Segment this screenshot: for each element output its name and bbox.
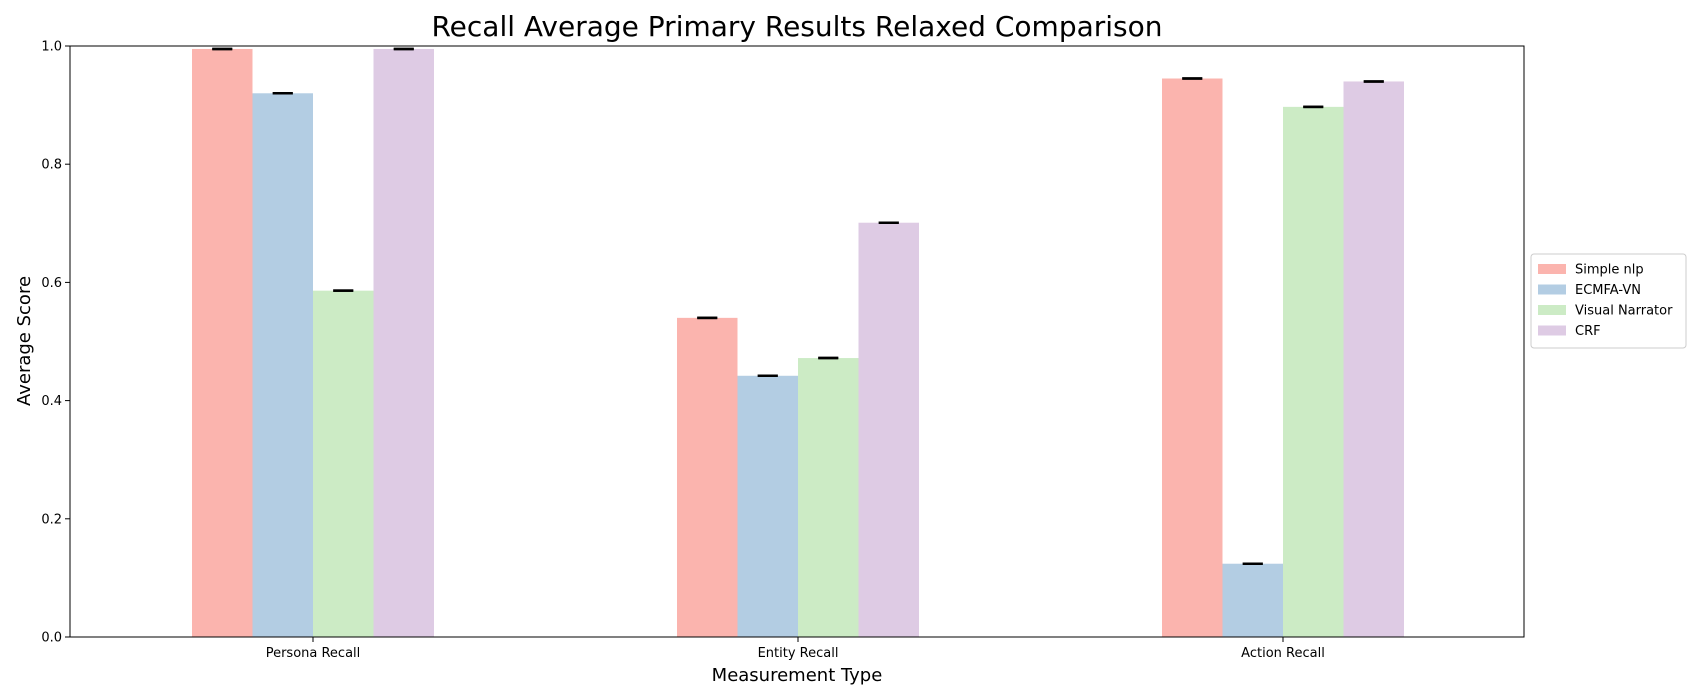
bar: [1162, 78, 1223, 637]
y-tick-label: 0.2: [41, 512, 62, 527]
bar: [1343, 81, 1404, 637]
x-tick-label: Persona Recall: [266, 646, 361, 661]
legend-entry: CRF: [1575, 324, 1601, 339]
chart-title: Recall Average Primary Results Relaxed C…: [431, 10, 1162, 43]
bar: [737, 375, 798, 637]
legend-swatch: [1538, 305, 1566, 315]
legend-frame: [1530, 253, 1687, 349]
bar: [373, 48, 434, 637]
plot-frame: [69, 45, 1525, 638]
bar: [858, 222, 919, 638]
x-tick-label: Action Recall: [1241, 646, 1325, 661]
bar: [192, 48, 253, 637]
y-tick-label: 1.0: [41, 40, 62, 55]
y-tick-label: 0.8: [41, 158, 62, 173]
bar: [1283, 106, 1344, 638]
bars-layer: [192, 48, 1404, 638]
y-axis-ticks: 0.0 0.2 0.4 0.6 0.8 1.0: [41, 40, 70, 646]
bar: [313, 290, 374, 637]
error-bars-layer: [212, 47, 1384, 565]
y-tick-label: 0.6: [41, 276, 62, 291]
legend-swatch: [1538, 284, 1566, 295]
bar: [252, 93, 313, 637]
legend-swatch: [1538, 264, 1566, 274]
legend-entry: Visual Narrator: [1575, 304, 1673, 319]
x-axis-ticks: Persona Recall Entity Recall Action Recall: [266, 637, 1325, 661]
legend-entry: Simple nlp: [1575, 263, 1644, 278]
x-axis-label: Measurement Type: [712, 665, 883, 686]
legend-entry: ECMFA-VN: [1575, 283, 1641, 298]
y-tick-label: 0.4: [41, 394, 62, 409]
bar: [677, 317, 738, 637]
bar: [798, 358, 859, 637]
legend: Simple nlp ECMFA-VN Visual Narrator CRF: [1530, 253, 1687, 349]
y-tick-label: 0.0: [41, 631, 62, 646]
x-tick-label: Entity Recall: [758, 646, 839, 661]
y-axis-label: Average Score: [14, 276, 35, 406]
bar: [1222, 563, 1283, 637]
legend-swatch: [1538, 325, 1566, 336]
